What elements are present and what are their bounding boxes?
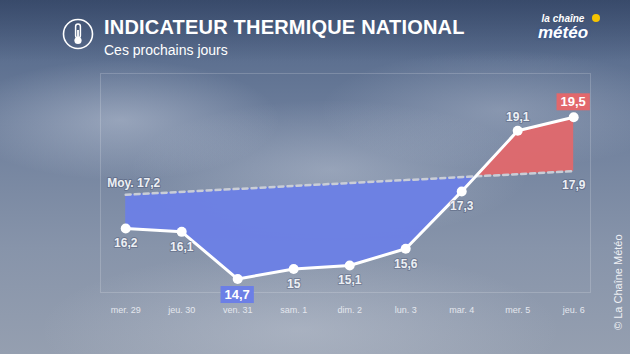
html-text:Ces prochains jours: Ces prochains jours xyxy=(104,42,228,58)
svg-text:sam. 1: sam. 1 xyxy=(280,305,307,315)
html-text:météo: météo xyxy=(538,23,588,42)
svg-text:17,3: 17,3 xyxy=(450,199,474,213)
html-text:la chaîne: la chaîne xyxy=(541,13,585,24)
svg-text:mer. 29: mer. 29 xyxy=(111,305,141,315)
svg-text:dim. 2: dim. 2 xyxy=(337,305,362,315)
svg-text:19,1: 19,1 xyxy=(506,110,530,124)
svg-text:15,1: 15,1 xyxy=(338,273,362,287)
svg-text:16,2: 16,2 xyxy=(114,236,138,250)
svg-text:lun. 3: lun. 3 xyxy=(395,305,417,315)
svg-text:15: 15 xyxy=(287,277,301,291)
svg-text:16,1: 16,1 xyxy=(170,240,194,254)
svg-text:17,9: 17,9 xyxy=(562,178,586,192)
svg-text:14,7: 14,7 xyxy=(225,287,250,302)
html-text:© La Chaîne Météo: © La Chaîne Météo xyxy=(612,234,624,330)
svg-text:mar. 4: mar. 4 xyxy=(449,305,474,315)
svg-text:mer. 5: mer. 5 xyxy=(505,305,530,315)
svg-text:19,5: 19,5 xyxy=(561,94,586,109)
svg-text:ven. 31: ven. 31 xyxy=(223,305,253,315)
html-text:INDICATEUR THERMIQUE NATIONAL: INDICATEUR THERMIQUE NATIONAL xyxy=(104,16,465,38)
svg-text:jeu. 30: jeu. 30 xyxy=(167,305,195,315)
svg-text:15,6: 15,6 xyxy=(394,257,418,271)
svg-text:Moy. 17,2: Moy. 17,2 xyxy=(107,176,160,190)
svg-text:jeu. 6: jeu. 6 xyxy=(562,305,585,315)
